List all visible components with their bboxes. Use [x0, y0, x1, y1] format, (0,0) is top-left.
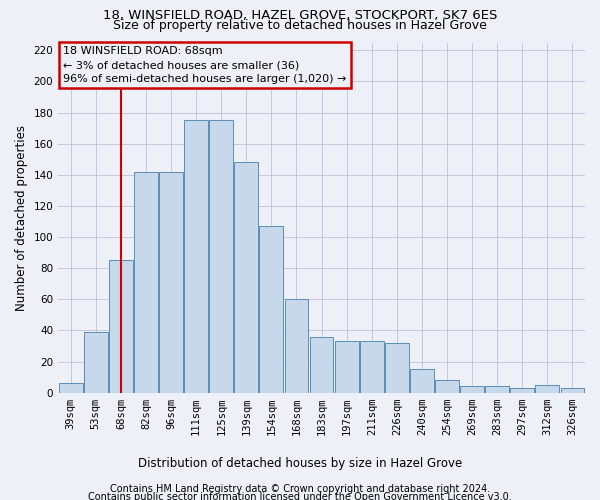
Bar — [109, 260, 133, 392]
Bar — [84, 332, 108, 392]
Bar — [410, 370, 434, 392]
Y-axis label: Number of detached properties: Number of detached properties — [15, 124, 28, 310]
Bar — [385, 343, 409, 392]
Text: Contains HM Land Registry data © Crown copyright and database right 2024.: Contains HM Land Registry data © Crown c… — [110, 484, 490, 494]
Bar — [284, 300, 308, 392]
Bar — [511, 388, 534, 392]
Bar — [235, 162, 258, 392]
Bar — [535, 385, 559, 392]
Text: Contains public sector information licensed under the Open Government Licence v3: Contains public sector information licen… — [88, 492, 512, 500]
Bar — [335, 342, 359, 392]
Bar — [435, 380, 459, 392]
Bar — [485, 386, 509, 392]
Bar — [184, 120, 208, 392]
Bar — [209, 120, 233, 392]
Bar — [134, 172, 158, 392]
Bar — [560, 388, 584, 392]
Bar — [259, 226, 283, 392]
Bar — [159, 172, 183, 392]
Text: 18, WINSFIELD ROAD, HAZEL GROVE, STOCKPORT, SK7 6ES: 18, WINSFIELD ROAD, HAZEL GROVE, STOCKPO… — [103, 9, 497, 22]
Bar — [310, 336, 334, 392]
Text: 18 WINSFIELD ROAD: 68sqm
← 3% of detached houses are smaller (36)
96% of semi-de: 18 WINSFIELD ROAD: 68sqm ← 3% of detache… — [64, 46, 347, 84]
Text: Distribution of detached houses by size in Hazel Grove: Distribution of detached houses by size … — [138, 458, 462, 470]
Text: Size of property relative to detached houses in Hazel Grove: Size of property relative to detached ho… — [113, 19, 487, 32]
Bar — [460, 386, 484, 392]
Bar — [59, 384, 83, 392]
Bar — [360, 342, 383, 392]
